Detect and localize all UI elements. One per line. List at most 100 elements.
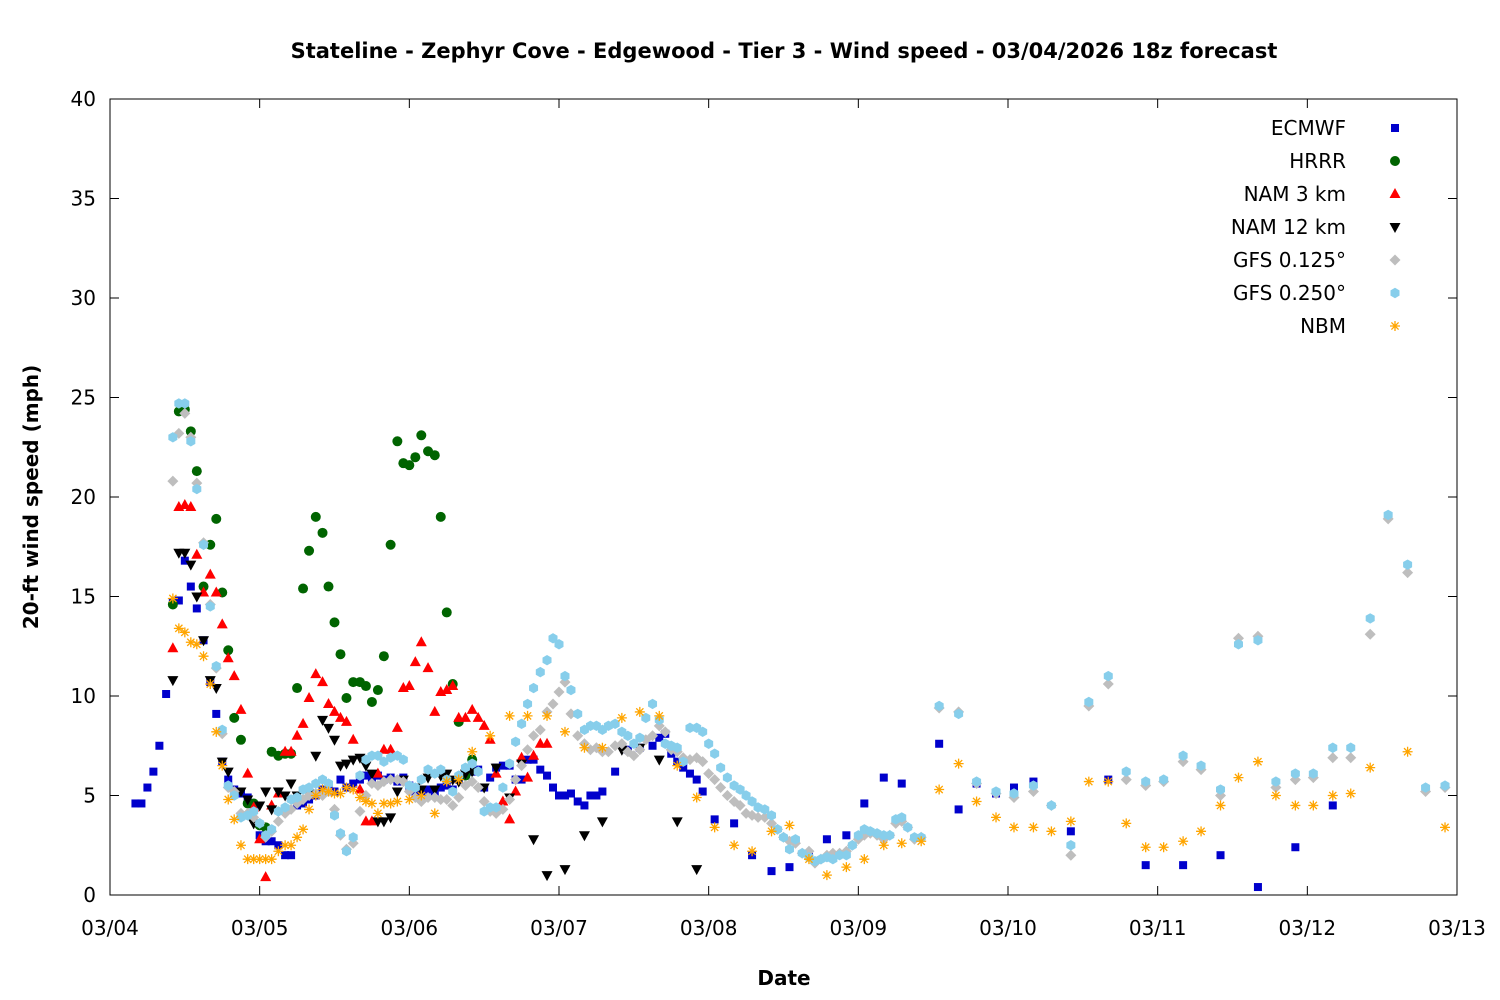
data-point: [1066, 827, 1075, 836]
data-point: [559, 865, 571, 876]
data-point: [1065, 816, 1076, 827]
data-point: [448, 786, 458, 797]
legend-marker: [1389, 254, 1401, 266]
data-point: [504, 813, 516, 824]
x-tick-label: 03/08: [680, 916, 738, 940]
data-point: [261, 830, 271, 841]
data-point: [710, 815, 719, 824]
data-point: [721, 790, 733, 801]
y-axis-label: 20-ft wind speed (mph): [19, 365, 43, 630]
data-point: [285, 779, 297, 790]
data-point: [347, 733, 359, 744]
data-point: [897, 812, 907, 823]
data-point: [292, 792, 302, 803]
legend-label: NAM 3 km: [1244, 182, 1346, 206]
axis-ticks: 0 5 10 15 20 25 30 35 40 03/04 03/05 03/06 03/07 03/0…: [71, 87, 1486, 940]
data-point: [1103, 776, 1114, 787]
data-point: [1365, 762, 1376, 773]
data-point: [954, 805, 963, 814]
data-point: [385, 813, 397, 824]
data-point: [573, 708, 583, 720]
data-point: [335, 788, 346, 799]
data-point: [280, 802, 290, 813]
data-point: [348, 832, 358, 843]
data-point: [885, 830, 895, 841]
data-point: [416, 430, 427, 441]
data-point: [372, 767, 384, 778]
data-point: [285, 745, 297, 756]
data-point: [573, 797, 582, 806]
data-point: [167, 642, 179, 653]
data-point: [528, 749, 540, 760]
data-point: [679, 763, 688, 772]
data-point: [1327, 790, 1338, 801]
legend-label: ECMWF: [1271, 116, 1346, 140]
x-tick-label: 03/06: [381, 916, 439, 940]
data-point: [1233, 772, 1244, 783]
data-point: [472, 782, 484, 794]
data-point: [435, 793, 447, 805]
data-point: [467, 746, 478, 757]
data-point: [323, 723, 335, 734]
data-point: [541, 737, 553, 748]
data-point: [336, 775, 345, 784]
data-point: [691, 792, 702, 803]
data-point: [330, 810, 339, 821]
data-point: [198, 636, 210, 647]
data-point: [1028, 780, 1038, 791]
data-point: [616, 745, 628, 756]
data-point: [260, 854, 271, 865]
data-point: [323, 581, 334, 592]
data-point: [366, 696, 377, 707]
data-point: [541, 871, 553, 882]
data-point: [1066, 840, 1076, 851]
data-point: [216, 618, 228, 629]
data-point: [415, 636, 427, 647]
data-point: [779, 832, 788, 843]
data-point: [560, 791, 569, 800]
data-point: [1009, 788, 1019, 799]
data-point: [1328, 801, 1337, 810]
data-point: [549, 783, 558, 792]
data-point: [580, 801, 589, 810]
data-point: [659, 726, 671, 738]
data-point: [1345, 752, 1357, 764]
data-point: [186, 582, 195, 591]
data-point: [260, 787, 272, 798]
legend-label: GFS 0.250°: [1233, 281, 1346, 305]
data-point: [192, 483, 202, 495]
data-point: [422, 662, 434, 673]
data-point: [317, 676, 329, 687]
data-point: [329, 705, 340, 716]
data-point: [803, 854, 814, 865]
data-point: [179, 548, 191, 559]
data-point: [1216, 784, 1226, 795]
data-point: [354, 792, 365, 803]
data-point: [635, 732, 645, 743]
data-point: [715, 782, 727, 794]
data-point: [441, 793, 453, 805]
data-point: [340, 759, 352, 770]
data-point: [459, 769, 471, 780]
data-point: [391, 721, 403, 732]
data-point: [354, 805, 366, 817]
data-point: [235, 734, 246, 745]
data-point: [698, 787, 707, 796]
series-nbm: [167, 593, 1451, 881]
data-point: [972, 776, 982, 787]
data-point: [1402, 567, 1414, 579]
x-tick-label: 03/05: [231, 916, 289, 940]
data-point: [821, 870, 832, 881]
data-point: [143, 783, 152, 792]
data-point: [554, 639, 564, 650]
data-point: [860, 799, 869, 808]
data-point: [535, 666, 545, 678]
x-tick-label: 03/13: [1428, 916, 1486, 940]
data-point: [486, 773, 495, 782]
data-point: [341, 846, 351, 857]
x-tick-label: 03/09: [830, 916, 888, 940]
data-point: [655, 733, 664, 742]
data-point: [760, 804, 770, 815]
data-point: [385, 798, 396, 809]
data-point: [435, 511, 446, 522]
